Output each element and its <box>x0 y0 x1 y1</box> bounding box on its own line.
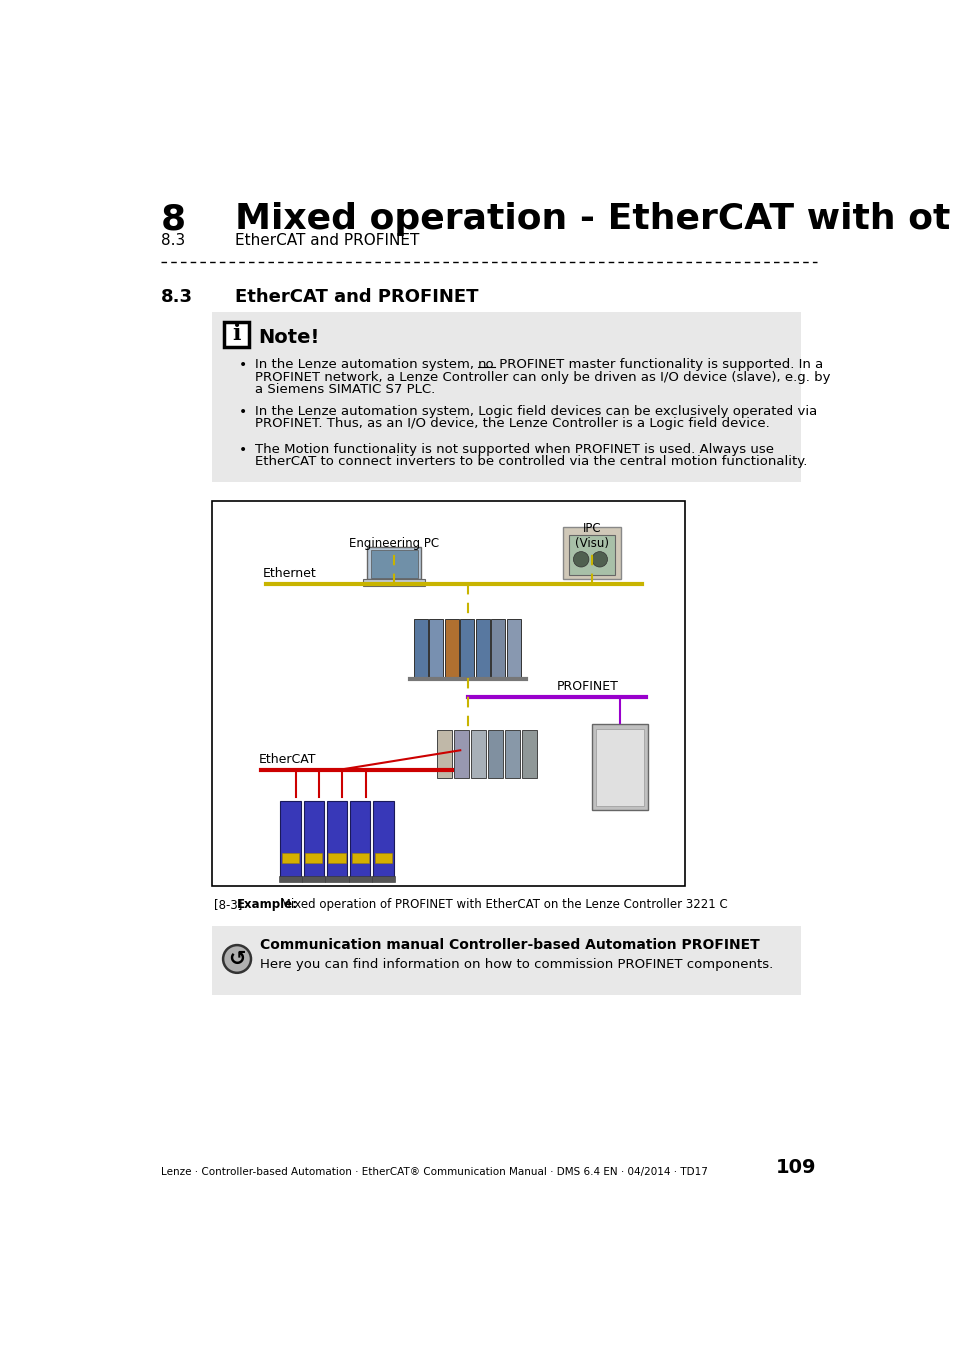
Bar <box>444 620 458 678</box>
Text: EtherCAT to connect inverters to be controlled via the central motion functional: EtherCAT to connect inverters to be cont… <box>254 455 806 468</box>
Bar <box>375 853 392 863</box>
Text: Note!: Note! <box>258 328 320 347</box>
Bar <box>348 876 372 882</box>
Bar <box>325 876 348 882</box>
Circle shape <box>592 552 607 567</box>
Bar <box>371 549 417 578</box>
Bar <box>305 853 322 863</box>
Bar <box>459 620 474 678</box>
Text: 8: 8 <box>161 202 186 236</box>
Text: In the Lenze automation system,: In the Lenze automation system, <box>254 358 477 371</box>
Bar <box>414 620 427 678</box>
Text: •: • <box>239 358 248 373</box>
Circle shape <box>223 945 251 973</box>
Text: EtherCAT and PROFINET: EtherCAT and PROFINET <box>235 288 478 305</box>
Text: Example:: Example: <box>236 898 297 911</box>
Text: PROFINET network, a Lenze Controller can only be driven as I/O device (slave), e: PROFINET network, a Lenze Controller can… <box>254 371 829 383</box>
Bar <box>280 801 300 876</box>
Bar <box>212 501 684 886</box>
Bar <box>363 579 425 586</box>
Text: •: • <box>239 443 248 458</box>
Text: •: • <box>239 405 248 418</box>
Text: PROFINET. Thus, as an I/O device, the Lenze Controller is a Logic field device.: PROFINET. Thus, as an I/O device, the Le… <box>254 417 769 429</box>
Circle shape <box>573 552 588 567</box>
Bar <box>471 730 485 778</box>
Text: EtherCAT and PROFINET: EtherCAT and PROFINET <box>235 232 419 248</box>
Bar <box>491 620 505 678</box>
Text: Mixed operation - EtherCAT with other bus systems: Mixed operation - EtherCAT with other bu… <box>235 202 953 236</box>
Text: a Siemens SIMATIC S7 PLC.: a Siemens SIMATIC S7 PLC. <box>254 383 435 396</box>
Text: ↺: ↺ <box>228 949 246 969</box>
Bar <box>596 729 643 806</box>
Bar <box>454 730 468 778</box>
Bar <box>521 730 537 778</box>
Bar <box>350 801 370 876</box>
Text: no: no <box>477 358 495 371</box>
Bar <box>373 801 394 876</box>
Bar <box>592 724 647 810</box>
Bar <box>303 801 323 876</box>
Text: Communication manual Controller-based Automation PROFINET: Communication manual Controller-based Au… <box>260 938 760 952</box>
Bar <box>278 876 302 882</box>
Bar <box>302 876 325 882</box>
Text: Here you can find information on how to commission PROFINET components.: Here you can find information on how to … <box>260 958 773 971</box>
Bar <box>327 801 347 876</box>
Bar <box>505 730 519 778</box>
Text: In the Lenze automation system, Logic field devices can be exclusively operated : In the Lenze automation system, Logic fi… <box>254 405 817 417</box>
Bar <box>328 853 345 863</box>
Text: Ethernet: Ethernet <box>262 567 316 580</box>
Text: i: i <box>232 324 240 346</box>
Bar <box>367 547 421 579</box>
Bar <box>282 853 298 863</box>
Text: 8.3: 8.3 <box>161 288 193 305</box>
Bar <box>436 730 452 778</box>
Text: PROFINET master functionality is supported. In a: PROFINET master functionality is support… <box>495 358 822 371</box>
Bar <box>476 620 489 678</box>
Bar <box>212 312 801 482</box>
Text: PROFINET: PROFINET <box>557 679 618 693</box>
Text: 109: 109 <box>776 1158 816 1177</box>
Text: Lenze · Controller-based Automation · EtherCAT® Communication Manual · DMS 6.4 E: Lenze · Controller-based Automation · Et… <box>161 1166 707 1177</box>
Bar <box>212 926 801 995</box>
Bar <box>372 876 395 882</box>
Bar <box>429 620 443 678</box>
Bar <box>562 526 620 579</box>
Bar <box>568 535 615 575</box>
Text: Engineering PC: Engineering PC <box>349 537 439 549</box>
Bar <box>488 730 502 778</box>
Text: [8-3]: [8-3] <box>213 898 242 911</box>
Text: IPC
(Visu): IPC (Visu) <box>575 521 608 549</box>
Bar <box>224 323 249 347</box>
Text: Mixed operation of PROFINET with EtherCAT on the Lenze Controller 3221 C: Mixed operation of PROFINET with EtherCA… <box>277 898 727 911</box>
Bar <box>506 620 520 678</box>
Text: 8.3: 8.3 <box>161 232 185 248</box>
Text: The Motion functionality is not supported when PROFINET is used. Always use: The Motion functionality is not supporte… <box>254 443 773 456</box>
Bar <box>352 853 369 863</box>
Text: EtherCAT: EtherCAT <box>258 753 315 765</box>
